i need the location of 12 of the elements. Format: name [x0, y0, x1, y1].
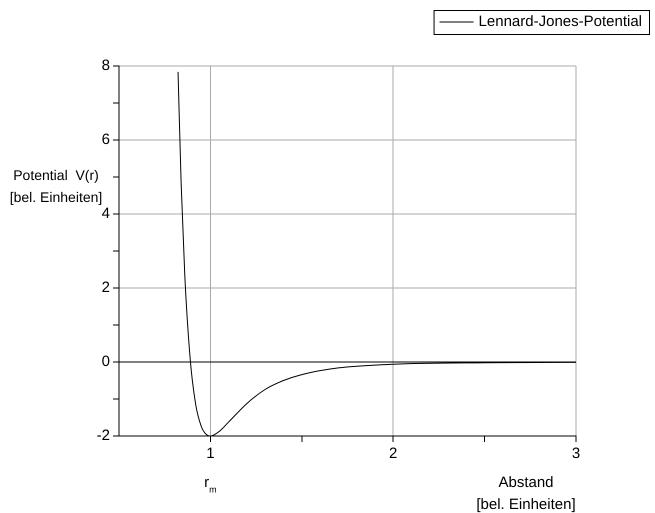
x-tick-label: 1 [206, 445, 215, 462]
y-axis-title: Potential V(r) [bel. Einheiten] [10, 166, 102, 205]
y-tick-label: 6 [102, 131, 110, 148]
x-axis-title: Abstand [bel. Einheiten] [476, 474, 576, 513]
y-tick-label: -2 [96, 427, 110, 444]
y-tick-label: 8 [102, 57, 110, 74]
x-tick-label: 2 [389, 445, 398, 462]
x-tick-label: 3 [572, 445, 580, 462]
y-tick-label: 2 [102, 279, 110, 296]
legend-label: Lennard-Jones-Potential [478, 13, 642, 30]
y-tick-label: 4 [102, 205, 110, 222]
y-tick-label: 0 [102, 353, 110, 370]
